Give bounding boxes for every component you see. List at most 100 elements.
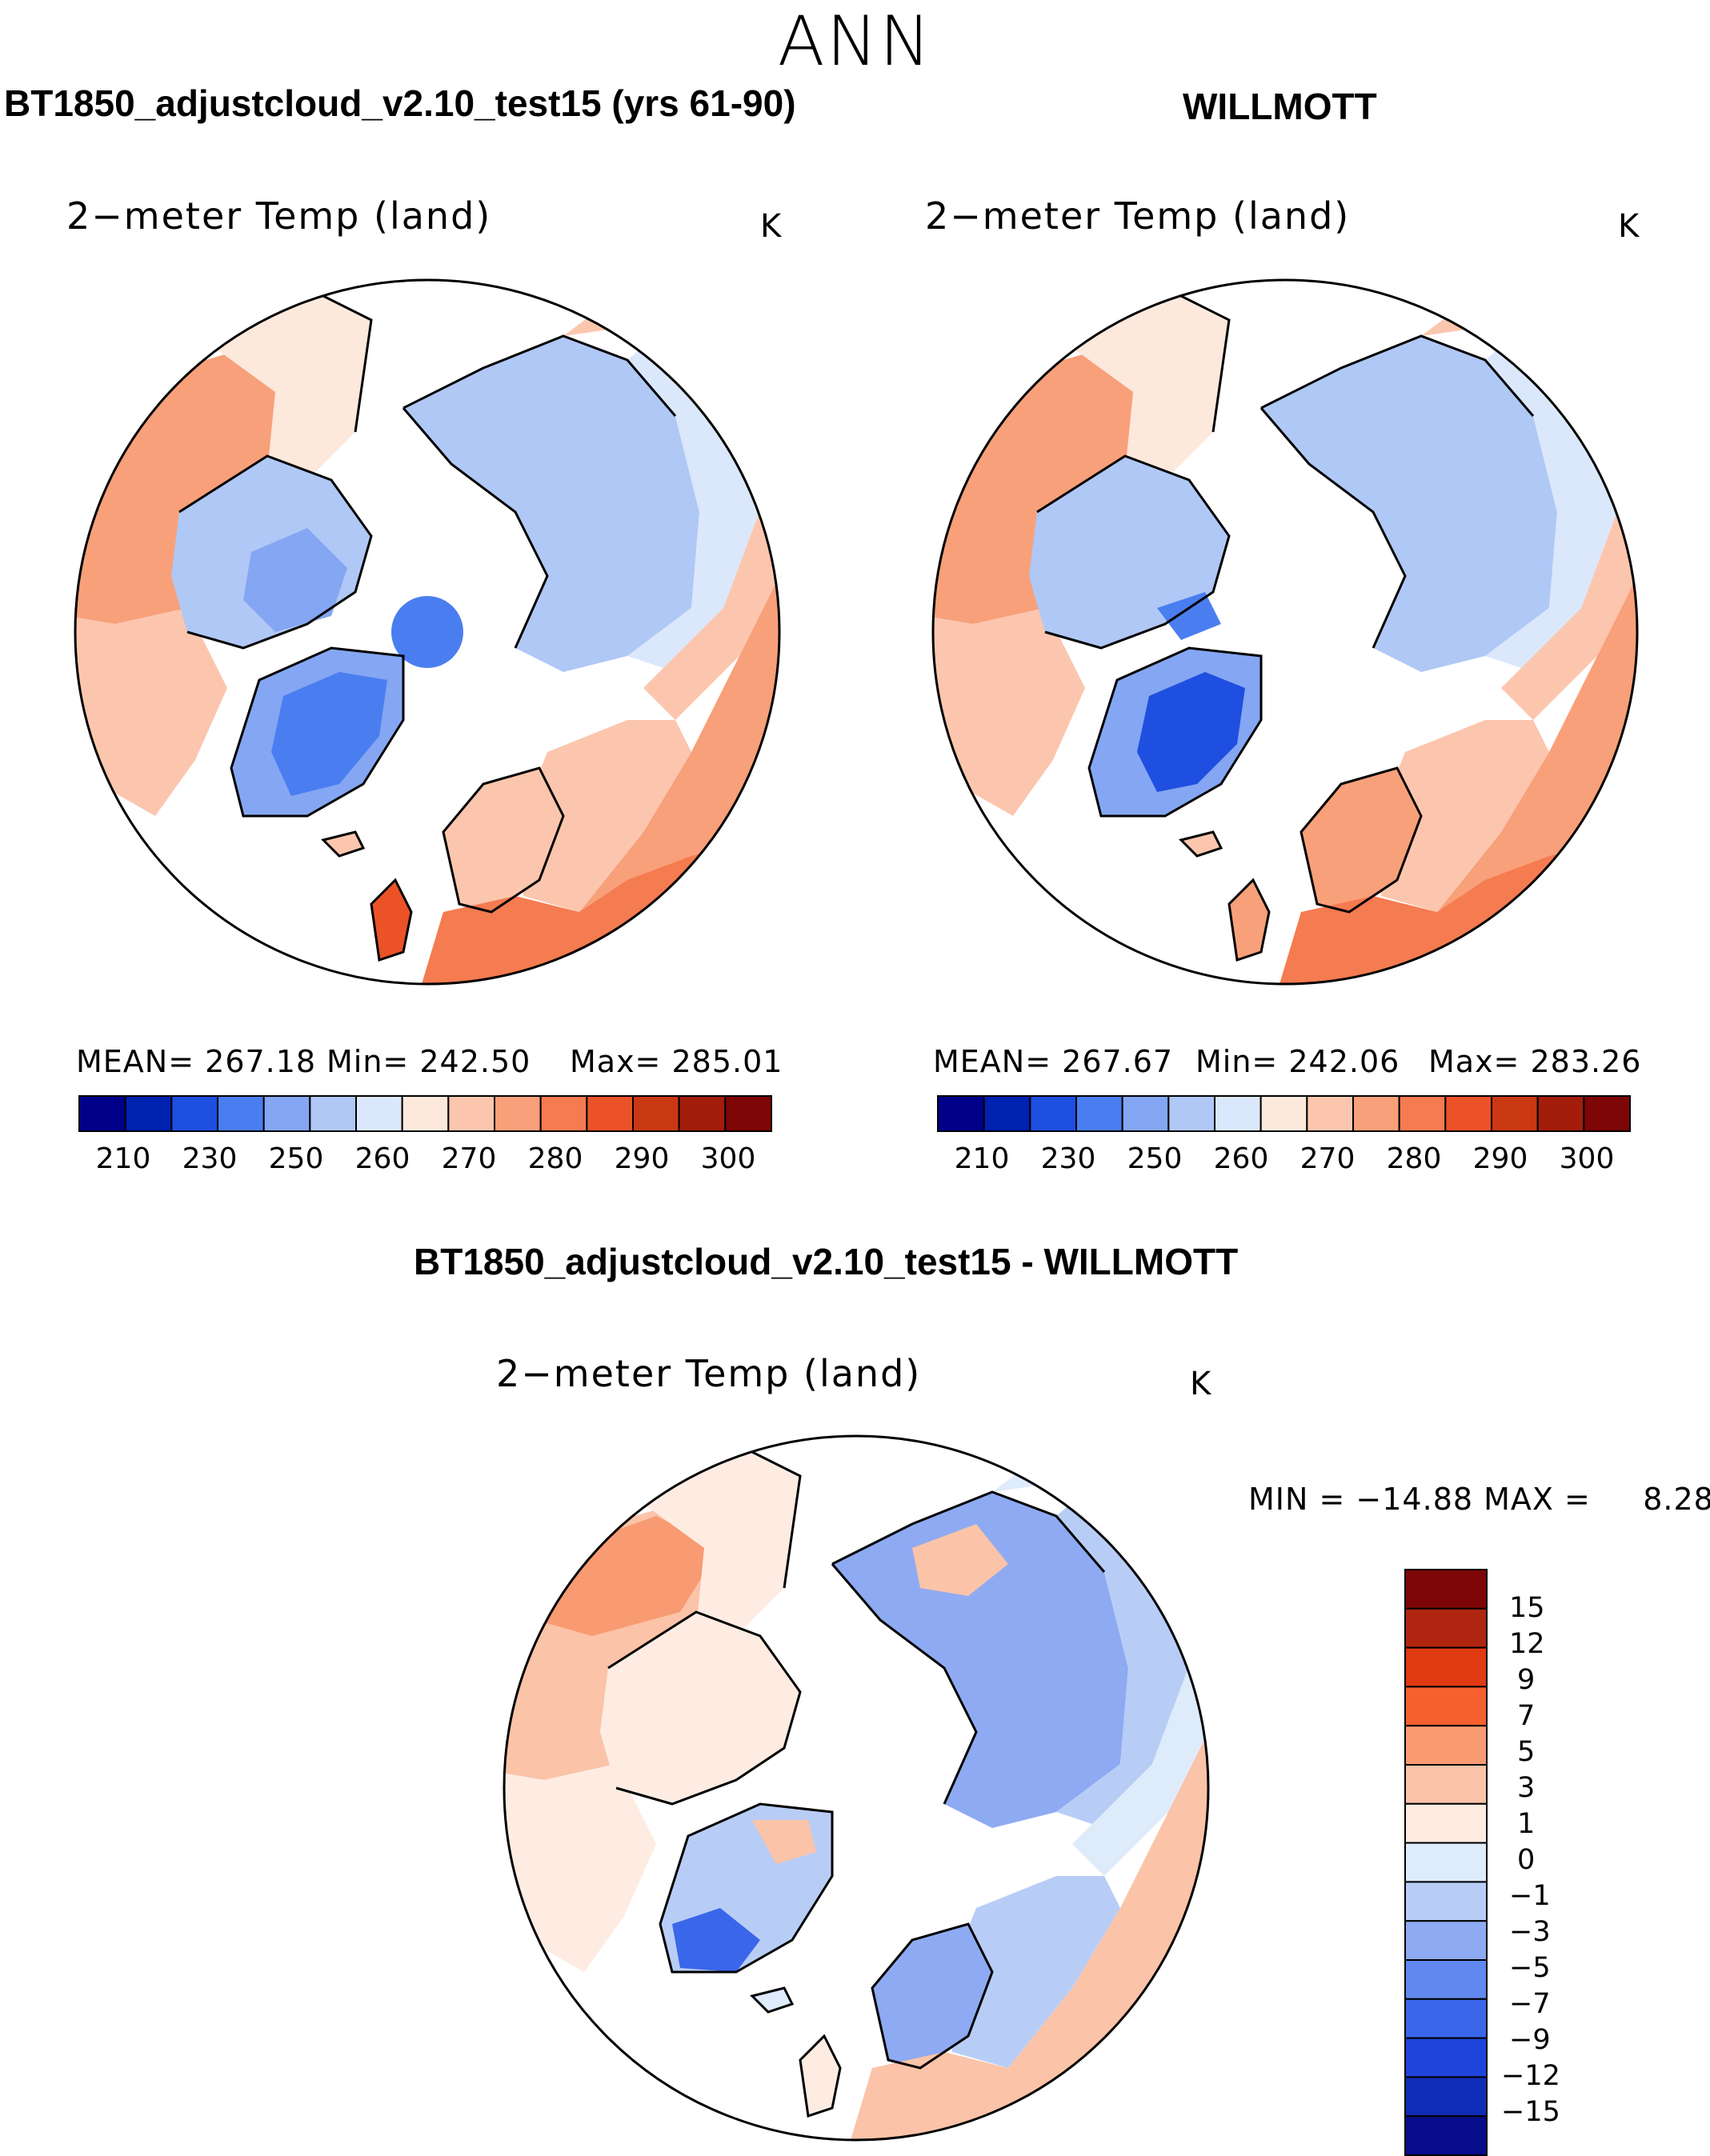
colorbar-tick: 260	[354, 1142, 410, 1175]
colorbar-swatch	[1404, 1607, 1488, 1649]
greenland-ice	[1137, 672, 1245, 792]
units-label: K	[760, 208, 782, 245]
colorbar-swatch	[1404, 1764, 1488, 1805]
colorbar-swatch	[1536, 1095, 1585, 1132]
coastline	[370, 878, 413, 962]
uk-land	[1229, 880, 1269, 960]
coastline	[1300, 766, 1423, 914]
scandinavia-land	[872, 1924, 992, 2068]
archipelago-cold	[1157, 592, 1221, 640]
colorbar-swatch	[1404, 1881, 1488, 1922]
units-label: K	[1190, 1366, 1211, 1402]
colorbar-swatch	[1075, 1095, 1123, 1132]
colorbar-swatch	[1404, 1802, 1488, 1844]
colorbar-tick: 260	[1213, 1142, 1269, 1175]
season-title: ANN	[777, 2, 933, 82]
siberia-land	[403, 336, 699, 672]
colorbar-tick: 0	[1517, 1844, 1536, 1876]
colorbar-swatch	[447, 1095, 496, 1132]
colorbar-tick: −1	[1509, 1880, 1551, 1912]
map-border	[931, 278, 1639, 986]
colorbar-swatch	[1404, 1920, 1488, 1962]
colorbar-swatch	[1583, 1095, 1631, 1132]
stat-mean: MEAN= 267.18	[76, 1044, 317, 1079]
colorbar-tick: 280	[1386, 1142, 1442, 1175]
colorbar-tick: 300	[1559, 1142, 1615, 1175]
siberia-warm	[912, 1524, 1008, 1596]
colorbar-tick: −7	[1509, 1988, 1551, 2020]
colorbar-swatch	[937, 1095, 985, 1132]
siberia-land	[832, 1492, 1128, 1828]
colorbar-swatch	[539, 1095, 588, 1132]
map-border	[503, 1434, 1210, 2142]
colorbar-tick: −3	[1509, 1916, 1551, 1948]
uk-land	[800, 2036, 840, 2116]
coastline	[1036, 454, 1231, 650]
colorbar-swatch	[217, 1095, 265, 1132]
colorbar-tick: 210	[95, 1142, 151, 1175]
siberia-land	[1261, 336, 1557, 672]
polar-map-diff	[503, 1434, 1210, 2142]
colorbar-swatch	[1404, 1646, 1488, 1688]
colorbar-swatch	[262, 1095, 311, 1132]
variable-label: 2−meter Temp (land)	[496, 1352, 922, 1395]
greenland-warm	[752, 1820, 816, 1864]
variable-label: 2−meter Temp (land)	[925, 194, 1351, 238]
alaska-land	[933, 608, 1085, 816]
coastline	[402, 334, 677, 417]
coastline	[607, 1610, 802, 1806]
coastline	[831, 1563, 978, 1805]
east-asia-land	[992, 1444, 1208, 1876]
coastline	[1179, 830, 1223, 858]
russia-west-land	[1373, 720, 1549, 912]
archipelago-land	[600, 1612, 800, 1804]
coastline	[178, 454, 373, 650]
uk-land	[371, 880, 411, 960]
polar-map-model	[74, 278, 781, 986]
colorbar-tick: 12	[1509, 1628, 1545, 1660]
colorbar-tick: −15	[1501, 2096, 1560, 2128]
colorbar-swatch	[355, 1095, 403, 1132]
colorbar-swatch	[586, 1095, 634, 1132]
colorbar-swatch	[1404, 1959, 1488, 2000]
colorbar-swatch	[78, 1095, 126, 1132]
colorbar-swatch	[1404, 1842, 1488, 1883]
colorbar-model	[78, 1095, 772, 1132]
coastline	[750, 1986, 795, 2014]
coastline	[659, 1802, 834, 1974]
colorbar-swatch	[1444, 1095, 1492, 1132]
colorbar-swatch	[983, 1095, 1031, 1132]
greenland-cold	[672, 1908, 760, 1972]
panel-title-model: BT1850_adjustcloud_v2.10_test15 (yrs 61-…	[4, 82, 796, 124]
colorbar-tick: 230	[1040, 1142, 1096, 1175]
stat-max: Max= 285.01	[570, 1044, 783, 1079]
archipelago-land	[1029, 456, 1229, 648]
russia-west-land	[944, 1876, 1120, 2068]
colorbar-swatch	[170, 1095, 219, 1132]
colorbar-tick: −12	[1501, 2060, 1560, 2092]
colorbar-tick: 7	[1517, 1700, 1536, 1732]
coastline	[871, 1922, 994, 2070]
colorbar-swatch	[1167, 1095, 1216, 1132]
colorbar-swatch	[1404, 2037, 1488, 2078]
colorbar-tick: 1	[1517, 1808, 1536, 1840]
colorbar-swatch	[1121, 1095, 1170, 1132]
coastline	[1260, 334, 1535, 417]
colorbar-swatch	[1398, 1095, 1447, 1132]
archipelago-cold	[243, 528, 347, 632]
colorbar-tick: 300	[700, 1142, 756, 1175]
colorbar-swatch	[1259, 1095, 1308, 1132]
colorbar-swatch	[1306, 1095, 1355, 1132]
stat-min: Min= 242.50	[326, 1044, 531, 1079]
stat-mean: MEAN= 267.67	[933, 1044, 1174, 1079]
greenland-ice	[271, 672, 387, 796]
colorbar-swatch	[724, 1095, 772, 1132]
diff-minmax: MIN = −14.88 MAX = 8.28	[1248, 1482, 1710, 1517]
colorbar-tick: 230	[182, 1142, 238, 1175]
east-asia-land	[563, 288, 779, 720]
colorbar-tick: 250	[268, 1142, 324, 1175]
units-label: K	[1618, 208, 1640, 245]
colorbar-swatch	[1404, 1998, 1488, 2039]
colorbar-swatch	[309, 1095, 358, 1132]
panel-title-diff: BT1850_adjustcloud_v2.10_test15 - WILLMO…	[414, 1241, 1239, 1282]
